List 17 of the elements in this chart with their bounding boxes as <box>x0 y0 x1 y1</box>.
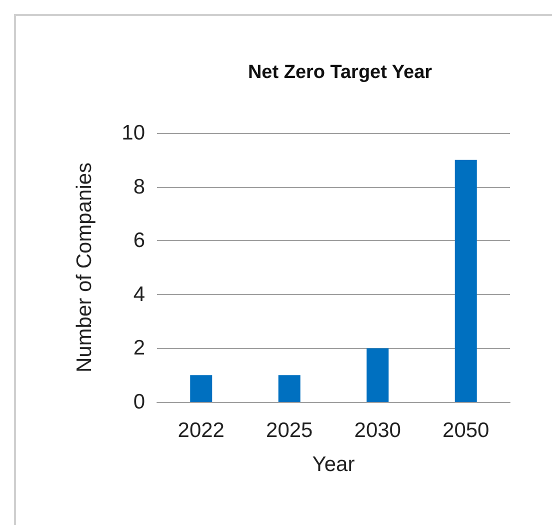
y-axis-title: Number of Companies <box>73 162 96 373</box>
x-axis-title: Year <box>312 453 355 476</box>
y-tick-label: 10 <box>122 122 145 144</box>
y-tick-label: 6 <box>133 229 145 252</box>
x-tick-label: 2030 <box>354 419 401 442</box>
bar <box>366 348 389 402</box>
bar <box>454 160 477 402</box>
bar <box>190 375 212 402</box>
chart-title: Net Zero Target Year <box>248 62 433 83</box>
x-tick-label: 2025 <box>266 419 313 442</box>
bar <box>278 375 300 402</box>
y-tick-label: 8 <box>133 175 145 198</box>
y-tick-label: 2 <box>133 336 145 360</box>
x-tick-label: 2022 <box>178 419 224 442</box>
x-tick-label: 2050 <box>442 419 490 442</box>
y-tick-label: 0 <box>133 390 145 414</box>
y-tick-label: 4 <box>133 282 146 306</box>
